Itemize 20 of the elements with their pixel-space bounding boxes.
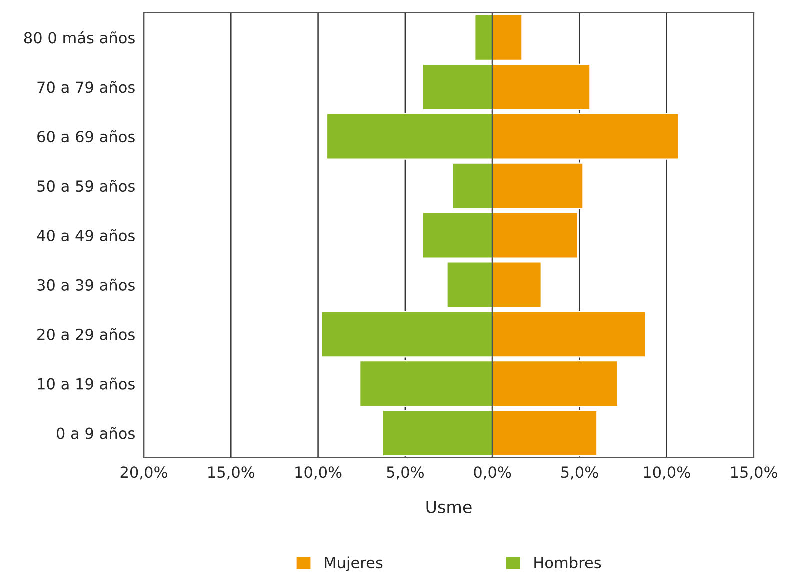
y-tick-label: 60 a 69 años — [38, 130, 135, 143]
legend-label: Hombres — [534, 556, 602, 569]
x-tick-label: 10,0% — [296, 466, 342, 480]
y-tick-label: 0 a 9 años — [56, 427, 135, 440]
legend-label: Mujeres — [325, 556, 383, 572]
x-tick-label: 5,0% — [387, 466, 424, 480]
x-tick-label: 20,0% — [120, 466, 168, 480]
y-tick-label: 80 0 más años — [24, 31, 135, 44]
x-tick-label: 15,0% — [208, 466, 255, 480]
y-tick-label: 70 a 79 años — [38, 81, 135, 94]
x-tick-label: 15,0% — [731, 466, 778, 480]
x-axis-title: Usme — [426, 501, 472, 514]
y-tick-label: 20 a 29 años — [38, 328, 135, 340]
y-tick-label: 10 a 19 años — [38, 378, 135, 390]
y-tick-label: 50 a 59 años — [38, 180, 135, 192]
x-tick-label: 5,0% — [561, 466, 598, 480]
x-tick-label: 0,0% — [474, 466, 512, 480]
y-tick-label: 30 a 39 años — [38, 278, 135, 291]
x-tick-label: 10,0% — [644, 466, 690, 480]
y-tick-label: 40 a 49 años — [37, 229, 135, 242]
